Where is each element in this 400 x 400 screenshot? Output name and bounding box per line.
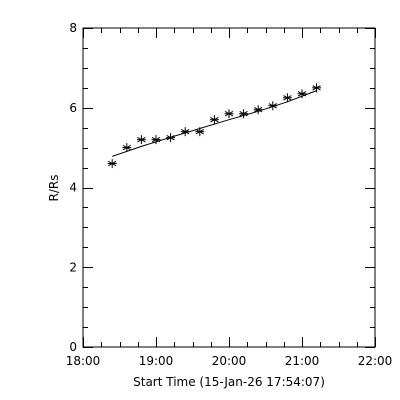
plot-frame <box>82 27 376 348</box>
y-tick-label: 4 <box>69 181 77 195</box>
data-point <box>209 115 219 125</box>
data-point <box>282 93 292 103</box>
data-point <box>253 105 263 115</box>
data-point <box>297 89 307 99</box>
x-axis-label: Start Time (15-Jan-26 17:54:07) <box>133 375 325 389</box>
data-point <box>166 133 176 143</box>
y-tick-label: 0 <box>69 340 77 354</box>
data-point <box>239 109 249 119</box>
data-markers <box>107 83 322 169</box>
y-tick-label: 8 <box>69 21 77 35</box>
y-axis-label: R/Rs <box>47 175 61 202</box>
x-tick-label: 19:00 <box>139 354 174 368</box>
data-point <box>180 127 190 137</box>
data-point <box>195 127 205 137</box>
x-tick-label: 22:00 <box>358 354 393 368</box>
data-point <box>122 143 132 153</box>
data-point <box>136 135 146 145</box>
x-tick-label: 21:00 <box>285 354 320 368</box>
x-tick-label: 18:00 <box>66 354 101 368</box>
data-point <box>268 101 278 111</box>
y-tick-label: 6 <box>69 101 77 115</box>
data-point <box>107 159 117 169</box>
data-point <box>312 83 322 93</box>
x-tick-label: 20:00 <box>212 354 247 368</box>
axis-ticks <box>83 28 376 348</box>
y-tick-label: 2 <box>69 260 77 274</box>
data-point <box>224 109 234 119</box>
data-point <box>151 135 161 145</box>
tick-labels: 18:00 19:00 20:00 21:00 22:00 0 2 4 6 8 <box>66 21 393 368</box>
